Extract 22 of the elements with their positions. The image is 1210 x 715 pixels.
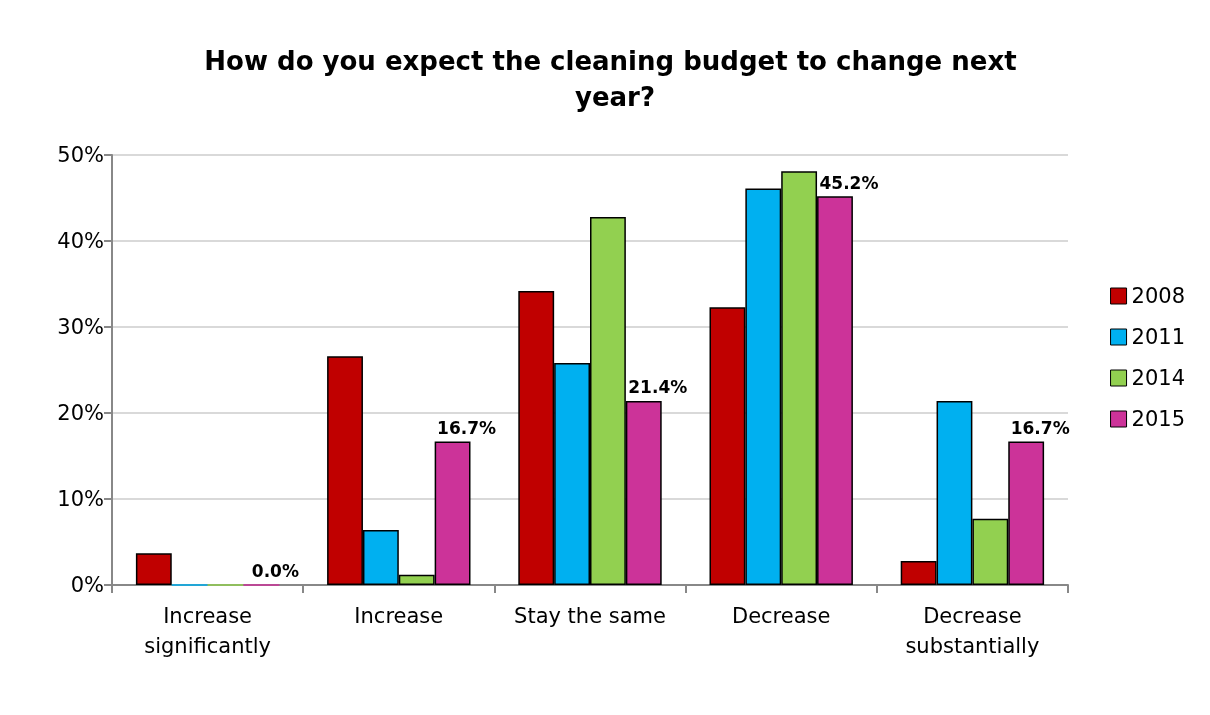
legend-label: 2008 <box>1131 284 1186 308</box>
y-tick-label: 30% <box>57 315 104 339</box>
chart-title: How do you expect the cleaning budget to change next year? <box>204 46 1026 112</box>
x-tick-label: Decrease <box>731 604 831 628</box>
data-label: 45.2% <box>819 172 879 193</box>
x-tick-label: Increase significantly <box>144 604 271 658</box>
data-label: 16.7% <box>1010 417 1070 438</box>
y-tick-label: 40% <box>57 229 104 253</box>
y-tick-label: 50% <box>57 143 104 167</box>
legend-label: 2014 <box>1131 366 1186 390</box>
y-tick-label: 0% <box>70 573 104 597</box>
x-tick-label: Stay the same <box>514 604 666 628</box>
data-label: 16.7% <box>437 417 497 438</box>
data-label: 21.4% <box>628 377 688 398</box>
bar <box>135 553 172 585</box>
legend-label: 2015 <box>1131 407 1186 431</box>
legend-label: 2011 <box>1131 325 1186 349</box>
data-label: 0.0% <box>251 560 299 581</box>
x-tick-label: Increase <box>354 604 444 628</box>
x-tick-label: Decrease substantially <box>905 604 1040 658</box>
y-tick-label: 10% <box>57 487 104 511</box>
y-tick-label: 20% <box>57 401 104 425</box>
